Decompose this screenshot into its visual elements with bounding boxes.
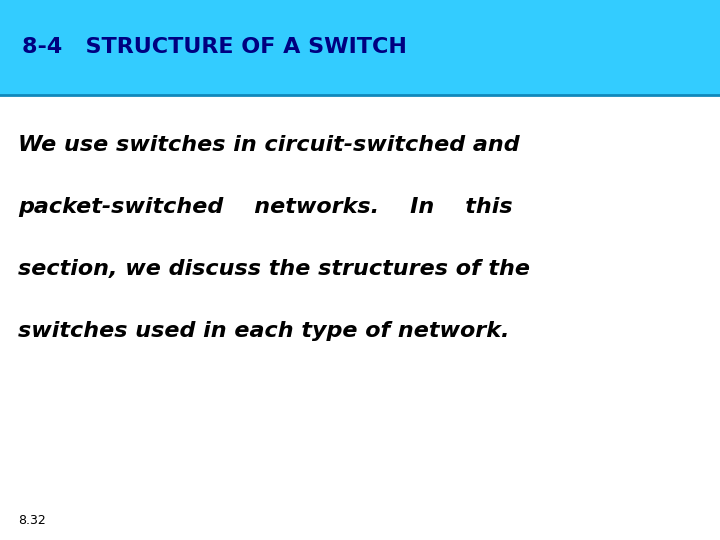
Text: section, we discuss the structures of the: section, we discuss the structures of th… <box>18 259 530 279</box>
Text: switches used in each type of network.: switches used in each type of network. <box>18 321 510 341</box>
Text: packet-switched    networks.    In    this: packet-switched networks. In this <box>18 197 513 217</box>
Bar <box>0 0 720 94</box>
Text: We use switches in circuit-switched and: We use switches in circuit-switched and <box>18 135 520 155</box>
Text: 8-4   STRUCTURE OF A SWITCH: 8-4 STRUCTURE OF A SWITCH <box>22 37 407 57</box>
Text: 8.32: 8.32 <box>18 514 46 526</box>
